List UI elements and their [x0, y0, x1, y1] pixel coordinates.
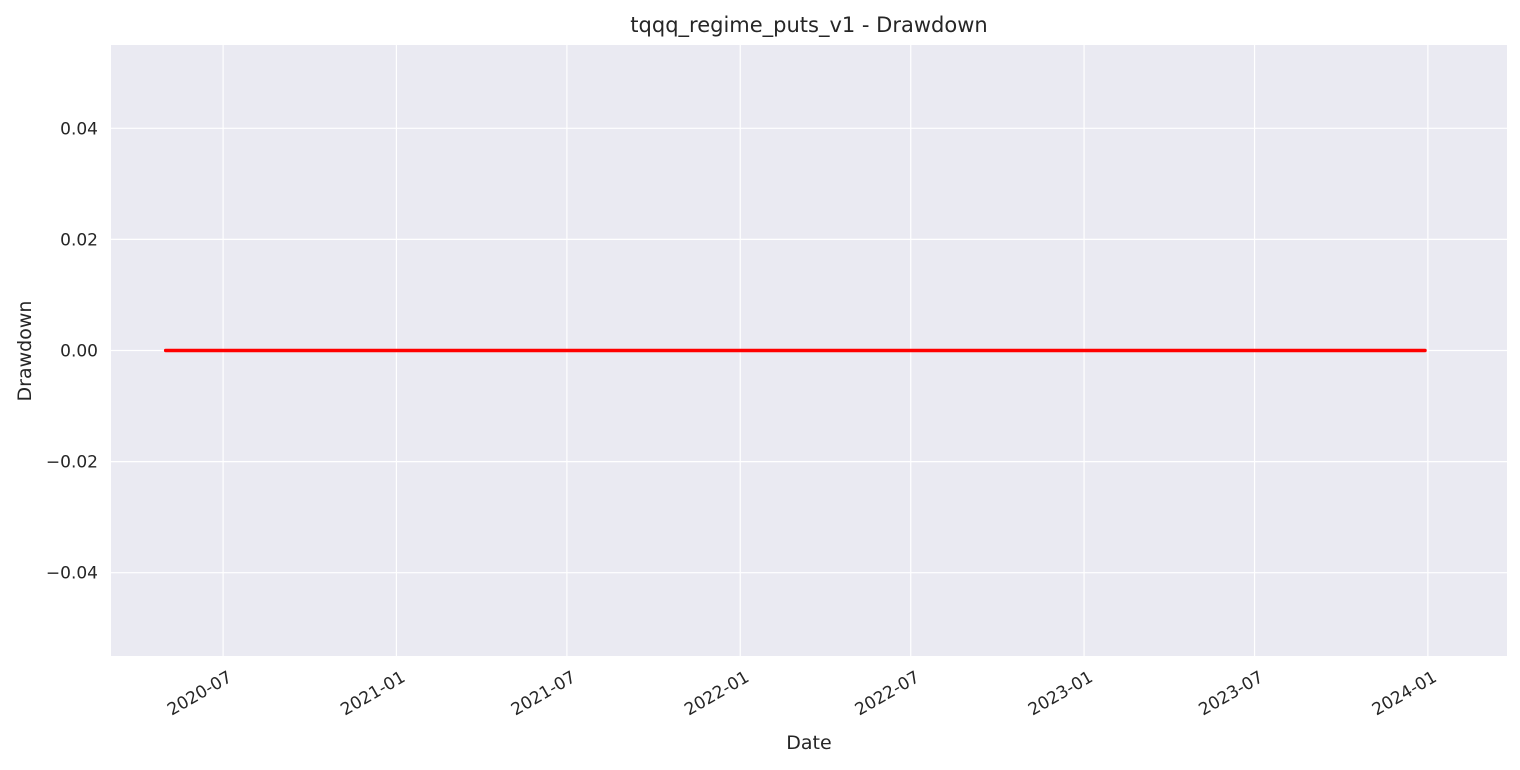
y-axis-label: Drawdown	[14, 301, 36, 402]
y-tick-label: 0.04	[60, 119, 98, 139]
y-tick-label: −0.04	[46, 564, 98, 584]
y-tick-label: −0.02	[46, 453, 98, 473]
x-axis-label: Date	[786, 732, 831, 754]
y-tick-label: 0.02	[60, 230, 98, 250]
chart-title: tqqq_regime_puts_v1 - Drawdown	[630, 13, 987, 38]
y-axis-ticks: 0.04 0.02 0.00 −0.02 −0.04	[46, 119, 98, 583]
y-tick-label: 0.00	[60, 342, 98, 362]
